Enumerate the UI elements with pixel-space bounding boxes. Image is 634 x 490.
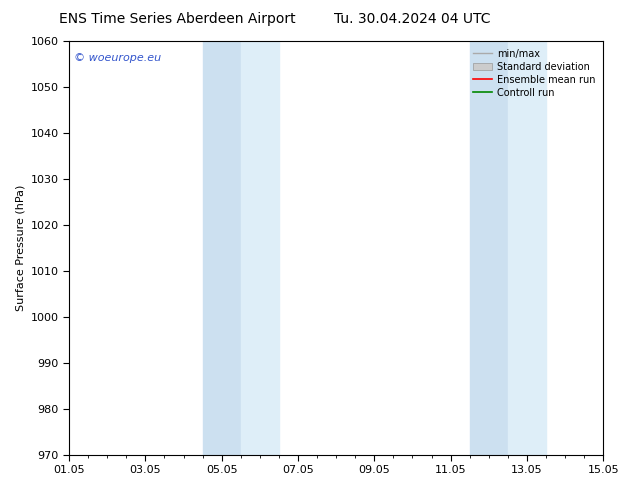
Y-axis label: Surface Pressure (hPa): Surface Pressure (hPa) <box>15 185 25 311</box>
Text: Tu. 30.04.2024 04 UTC: Tu. 30.04.2024 04 UTC <box>334 12 490 26</box>
Text: © woeurope.eu: © woeurope.eu <box>74 53 162 64</box>
Bar <box>470 41 508 455</box>
Bar <box>241 41 279 455</box>
Bar <box>203 41 241 455</box>
Text: ENS Time Series Aberdeen Airport: ENS Time Series Aberdeen Airport <box>59 12 296 26</box>
Bar <box>508 41 546 455</box>
Legend: min/max, Standard deviation, Ensemble mean run, Controll run: min/max, Standard deviation, Ensemble me… <box>470 46 598 100</box>
